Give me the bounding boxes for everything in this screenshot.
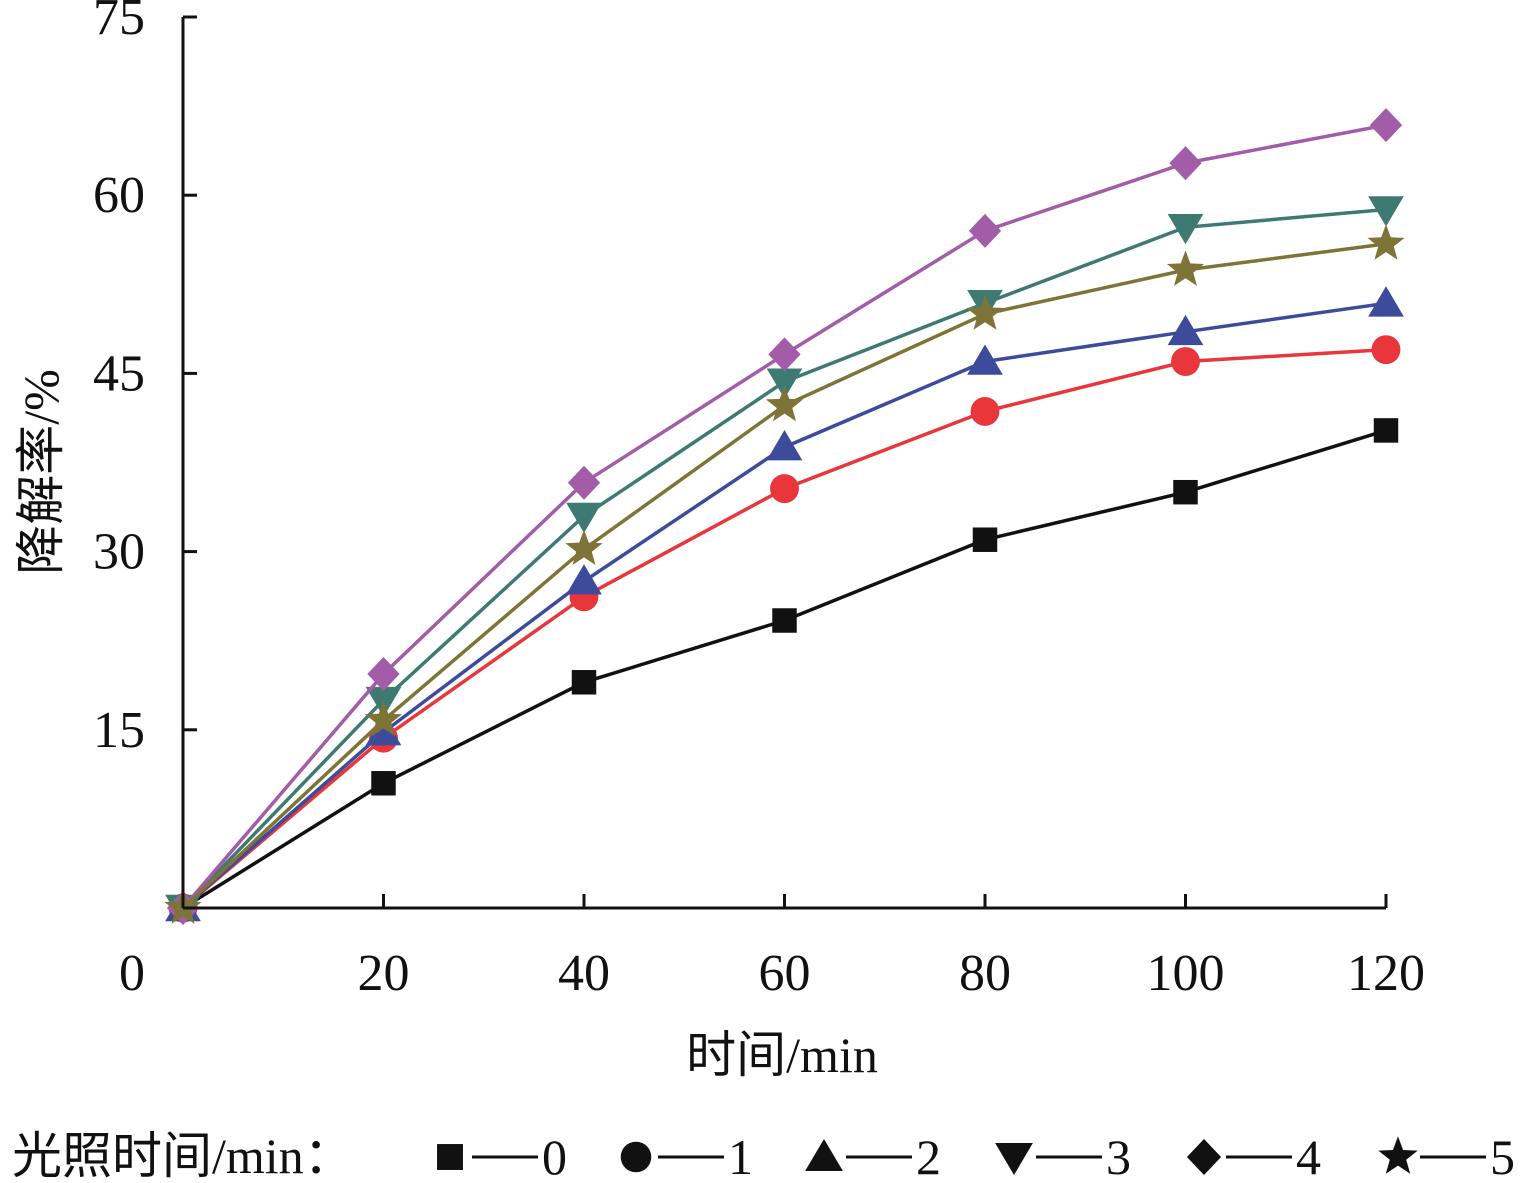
data-point (1368, 196, 1404, 227)
data-point (970, 396, 1000, 426)
data-point (1166, 250, 1205, 286)
axes (181, 15, 1388, 910)
series-3 (165, 196, 1404, 925)
data-point (768, 337, 801, 372)
x-tick-label: 120 (1347, 945, 1425, 1002)
data-point (967, 344, 1003, 375)
data-point (567, 465, 601, 500)
x-tick-label: 60 (759, 945, 811, 1002)
tick-labels: 15 30 45 60 75 0 20 40 60 80 100 120 (93, 0, 1425, 1002)
x-axis-title: 时间/min (686, 1027, 878, 1083)
data-point (770, 474, 799, 504)
data-point (566, 564, 602, 595)
legend-item: 0 (437, 1129, 567, 1183)
y-tick-label: 45 (93, 345, 145, 402)
series-0 (170, 418, 1399, 921)
legend-marker (437, 1144, 463, 1170)
x-tick-label: 80 (959, 945, 1011, 1002)
series-5 (164, 224, 1405, 924)
y-tick-label: 60 (93, 167, 145, 224)
x-tick-label: 0 (119, 945, 145, 1002)
series-line (181, 123, 1387, 910)
legend-label: 4 (1296, 1129, 1321, 1183)
data-point (1171, 347, 1200, 376)
data-point (1167, 314, 1204, 346)
data-point (972, 527, 998, 552)
data-point (1167, 214, 1204, 245)
data-point (1371, 335, 1401, 365)
data-point (566, 502, 602, 533)
data-point (1169, 146, 1202, 181)
legend-item: 4 (1186, 1129, 1321, 1183)
legend-label: 1 (728, 1129, 753, 1183)
y-tick-label: 75 (93, 0, 145, 46)
legend-marker (995, 1142, 1033, 1175)
legend-item: 1 (620, 1129, 753, 1183)
data-point (1373, 418, 1399, 443)
data-point (1367, 224, 1405, 260)
legend: 光照时间/min： 0 1 2 3 4 5 (12, 1128, 1515, 1183)
legend-marker (1186, 1139, 1222, 1175)
legend-marker (805, 1139, 843, 1172)
data-point (565, 529, 603, 565)
x-tick-label: 20 (358, 945, 410, 1002)
legend-marker (1378, 1136, 1418, 1174)
legend-item: 3 (995, 1129, 1131, 1183)
series-layer (164, 108, 1405, 925)
data-point (1368, 286, 1404, 317)
x-tick-label: 40 (558, 945, 610, 1002)
legend-item: 2 (805, 1129, 941, 1183)
data-point (966, 294, 1004, 330)
data-point (371, 771, 396, 796)
data-point (765, 385, 804, 422)
legend-marker (620, 1141, 652, 1173)
legend-label: 3 (1106, 1129, 1131, 1183)
data-point (772, 608, 797, 633)
legend-label: 0 (542, 1129, 567, 1183)
legend-title: 光照时间/min： (12, 1128, 354, 1183)
y-tick-label: 15 (93, 702, 145, 759)
data-point (365, 715, 402, 746)
y-axis-title: 降解率/% (13, 369, 69, 575)
data-point (364, 700, 403, 737)
series-line (181, 207, 1387, 910)
data-point (766, 368, 803, 399)
legend-item: 5 (1378, 1129, 1515, 1183)
data-point (1369, 108, 1403, 143)
data-point (571, 670, 597, 695)
y-tick-label: 30 (93, 524, 145, 581)
data-point (367, 656, 400, 691)
legend-label: 2 (916, 1129, 941, 1183)
data-point (766, 430, 803, 461)
data-point (1173, 479, 1198, 505)
x-tick-label: 100 (1147, 945, 1225, 1002)
data-point (968, 213, 1002, 248)
legend-label: 5 (1490, 1129, 1515, 1183)
